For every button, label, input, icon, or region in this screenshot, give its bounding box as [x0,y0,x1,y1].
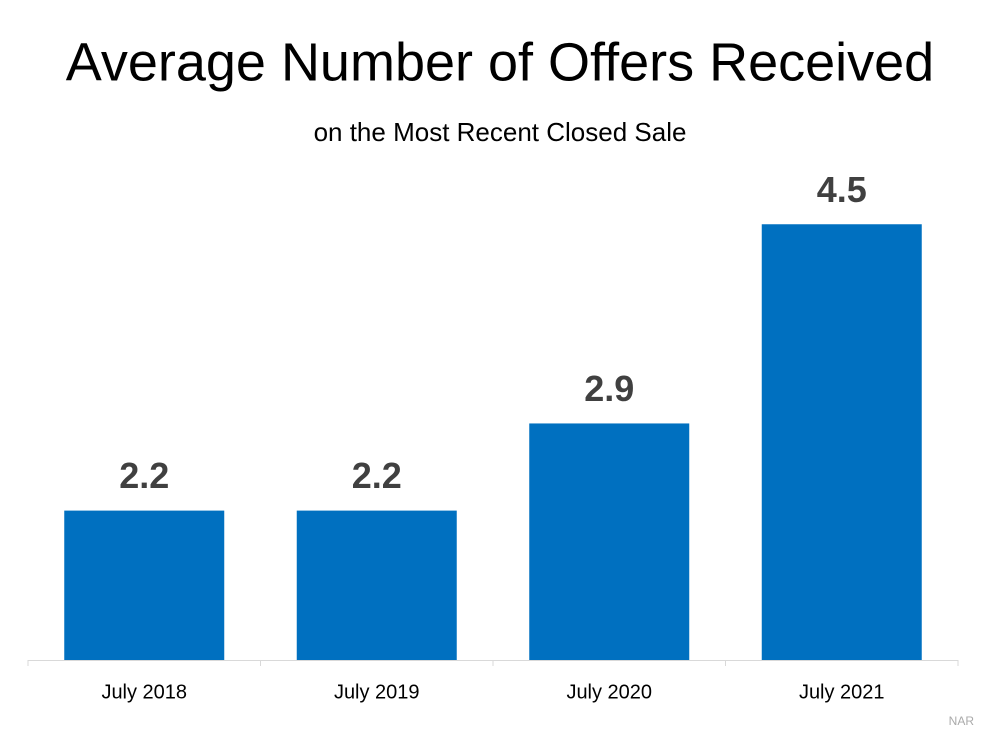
source: NAR [949,714,975,728]
chart-title: Average Number of Offers Received [66,32,934,92]
value-label: 2.9 [584,368,634,409]
x-tick-label: July 2020 [566,681,652,703]
bar [296,510,457,660]
value-label: 2.2 [352,455,402,496]
x-tick-label: July 2021 [799,681,885,703]
bar [64,510,225,660]
value-label: 2.2 [119,455,169,496]
bar [529,423,690,660]
chart-subtitle: on the Most Recent Closed Sale [314,117,687,147]
value-label: 4.5 [817,169,867,210]
x-tick-label: July 2019 [334,681,420,703]
bar [761,224,922,660]
x-tick-label: July 2018 [101,681,187,703]
